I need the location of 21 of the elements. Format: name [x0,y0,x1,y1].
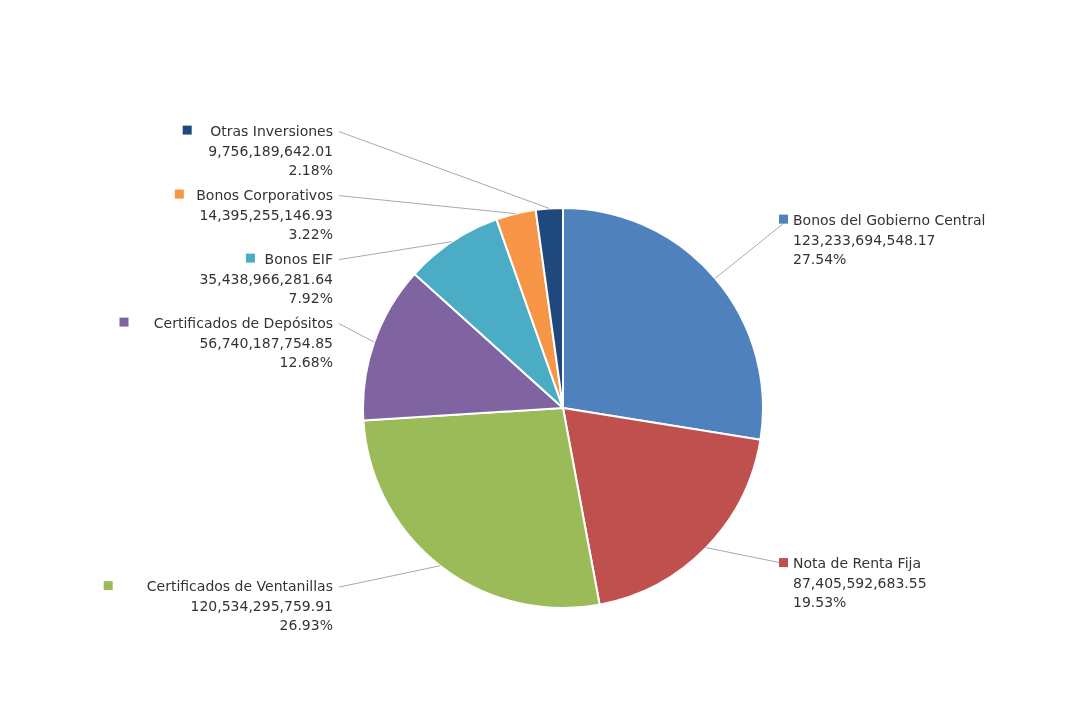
legend-label: Otras Inversiones [210,122,333,139]
data-label: 35,438,966,281.64 [199,270,334,287]
text: 27.54% [793,250,847,267]
data-label: 120,534,295,759.91 [190,598,333,615]
text: 19.53% [793,594,847,611]
data-label: 9,756,189,642.01 [208,142,333,159]
data-label: 56,740,187,754.85 [199,334,333,351]
text: 12.68% [279,353,333,370]
data-label: 123,233,694,548.17 [793,231,936,248]
legend-label: Certificados de Depósitos [153,314,333,331]
legend-label: Bonos EIF [264,250,333,267]
data-label: 14,395,255,146.93 [199,206,333,223]
text: 26.93% [279,617,333,634]
text: 2.18% [288,161,333,178]
legend-label: Bonos Corporativos [196,186,333,203]
slice-label: Certificados de Ventanillas [146,578,333,595]
data-label: 87,405,592,683.55 [793,575,927,592]
legend-label: Bonos del Gobierno Central [793,211,986,228]
legend-label: Nota de Renta Fija [793,555,922,572]
text: 3.22% [288,225,333,242]
text: 7.92% [288,289,333,306]
